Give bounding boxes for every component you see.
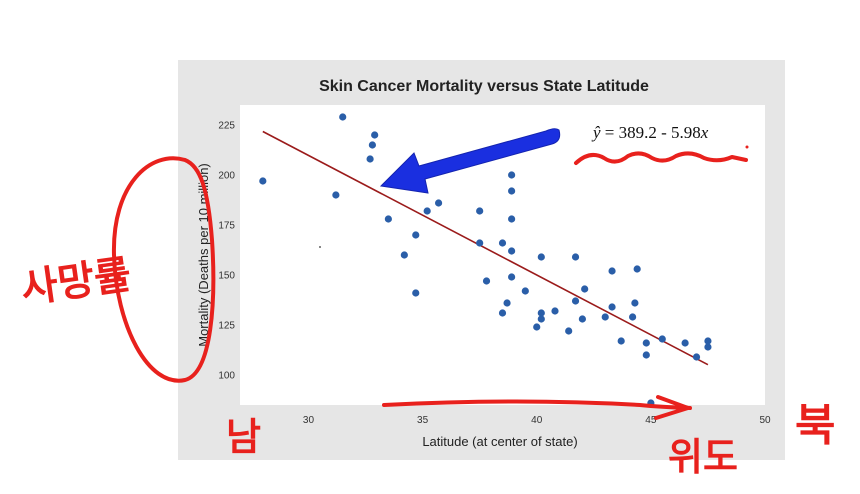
equation-body: = 389.2 - 5.98 [601, 123, 701, 142]
data-point [434, 199, 443, 207]
data-point [704, 343, 712, 351]
data-point [423, 207, 431, 215]
ink-dot [745, 145, 749, 149]
data-points [259, 113, 712, 407]
blue-arrow [379, 128, 561, 194]
x-tick-label: 50 [759, 415, 771, 426]
data-point [259, 177, 267, 185]
data-point [508, 247, 516, 255]
xaxis-arrow-head [654, 395, 690, 420]
data-point [366, 155, 374, 163]
data-point [642, 351, 650, 359]
data-point [521, 287, 529, 295]
data-point [476, 239, 484, 247]
data-point [482, 277, 491, 285]
note-bottom-right: 위도 [668, 435, 738, 479]
note-left: 사망률 [18, 252, 134, 313]
data-point [571, 297, 580, 305]
y-tick-label: 175 [218, 221, 235, 232]
data-point [537, 315, 545, 323]
data-point [368, 141, 376, 149]
data-point [629, 313, 637, 321]
data-point [608, 267, 616, 275]
data-point [476, 207, 484, 215]
data-point [498, 309, 507, 317]
x-axis-label: Latitude (at center of state) [422, 434, 577, 449]
stray-dot [319, 246, 321, 248]
x-tick-label: 30 [303, 415, 315, 426]
data-point [508, 215, 516, 223]
data-point [412, 289, 420, 297]
x-tick-label: 40 [531, 415, 543, 426]
data-point [565, 327, 573, 335]
chart-title: Skin Cancer Mortality versus State Latit… [319, 78, 649, 95]
data-point [412, 231, 420, 239]
note-bottom-left: 남 [226, 415, 261, 459]
data-point [658, 335, 666, 343]
data-point [339, 113, 347, 121]
data-point [508, 273, 516, 281]
note-far-right: 북 [795, 400, 835, 451]
data-point [581, 285, 589, 293]
xaxis-arrow [382, 399, 692, 410]
data-point [633, 265, 641, 273]
data-point [498, 239, 507, 247]
data-point [571, 253, 580, 261]
equation-underline [574, 151, 748, 165]
data-point [692, 353, 701, 361]
x-tick-label: 45 [645, 415, 657, 426]
data-point [371, 131, 379, 139]
y-tick-label: 100 [218, 371, 235, 382]
ylabel-circle [111, 156, 216, 383]
regression-line [262, 130, 709, 366]
equation-x: x [700, 123, 709, 142]
data-point [551, 307, 559, 315]
data-point [631, 299, 639, 307]
y-tick-label: 150 [218, 271, 235, 282]
y-tick-label: 200 [218, 171, 235, 182]
data-point [681, 339, 689, 347]
data-point [384, 215, 392, 223]
data-point [503, 299, 511, 307]
y-tick-label: 225 [218, 121, 235, 132]
x-tick-label: 35 [417, 415, 429, 426]
data-point [642, 339, 650, 347]
data-point [400, 251, 408, 259]
data-point [332, 191, 340, 199]
x-axis-ticks: 30 35 40 45 50 [303, 415, 771, 426]
data-point [704, 337, 712, 345]
y-axis-ticks: 100 125 150 175 200 225 [218, 121, 235, 382]
data-point [537, 253, 545, 261]
data-point [508, 171, 516, 179]
data-point [508, 187, 516, 195]
data-point [537, 309, 545, 317]
data-point [601, 313, 609, 321]
y-tick-label: 125 [218, 321, 235, 332]
data-point [608, 303, 616, 311]
regression-equation: ŷ = 389.2 - 5.98x [591, 123, 709, 142]
data-point [617, 337, 625, 345]
equation-yhat: ŷ [591, 123, 601, 142]
data-point [533, 323, 541, 331]
data-point [578, 315, 586, 323]
